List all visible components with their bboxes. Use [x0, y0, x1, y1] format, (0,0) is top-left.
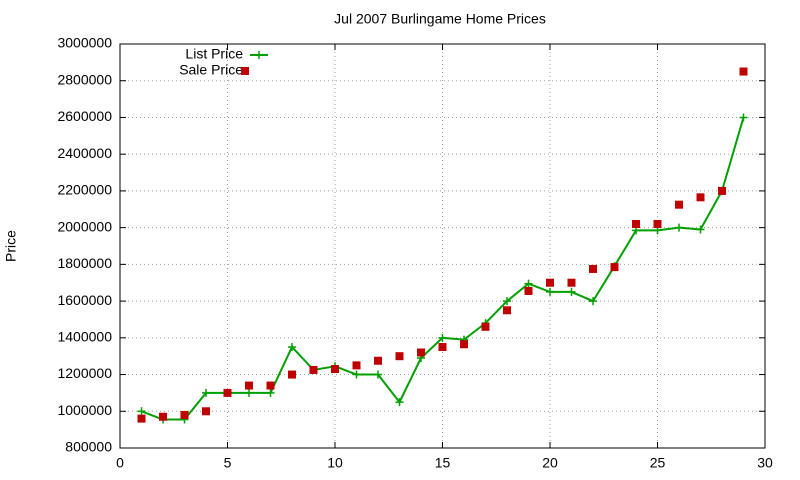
data-point — [288, 343, 296, 351]
data-point — [266, 381, 275, 390]
y-tick-label: 2000000 — [57, 218, 112, 234]
data-point — [374, 356, 382, 365]
data-point — [503, 306, 511, 315]
data-point — [266, 388, 275, 397]
y-tick-label: 2400000 — [57, 145, 112, 161]
x-tick-label: 20 — [542, 455, 558, 471]
data-point — [675, 200, 683, 209]
y-tick-label: 2800000 — [57, 71, 112, 87]
data-point — [245, 388, 253, 397]
data-point — [309, 365, 318, 374]
data-point — [331, 365, 339, 374]
x-tick-label: 15 — [435, 455, 451, 471]
legend-label: Sale Price — [179, 62, 243, 78]
y-tick-label: 3000000 — [57, 35, 112, 51]
data-point — [180, 410, 189, 419]
y-tick-label: 1800000 — [57, 255, 112, 271]
y-tick-label: 2600000 — [57, 108, 112, 124]
x-tick-label: 25 — [650, 455, 666, 471]
data-point — [481, 322, 490, 331]
data-point — [223, 388, 232, 397]
x-tick-label: 0 — [116, 455, 124, 471]
data-point — [417, 348, 425, 357]
data-point — [696, 193, 705, 202]
legend-swatch — [241, 67, 249, 75]
y-tick-label: 1600000 — [57, 292, 112, 308]
data-point — [739, 113, 748, 122]
data-point — [137, 407, 146, 416]
plot-frame — [119, 43, 766, 449]
data-point — [546, 287, 554, 296]
data-point — [589, 297, 597, 306]
data-point — [567, 278, 576, 287]
data-point — [202, 407, 210, 416]
data-point — [546, 278, 554, 287]
data-point — [567, 287, 576, 296]
data-point — [718, 186, 726, 195]
y-tick-label: 800000 — [65, 439, 112, 455]
data-point — [653, 219, 662, 228]
data-point — [352, 361, 361, 370]
data-point — [460, 340, 468, 349]
y-tick-label: 1400000 — [57, 329, 112, 345]
x-tick-label: 30 — [757, 455, 773, 471]
data-point — [589, 264, 597, 273]
legend-label: List Price — [185, 46, 243, 62]
data-point — [374, 370, 382, 379]
legend-swatch — [255, 51, 263, 59]
data-point — [438, 343, 447, 351]
data-point — [395, 398, 404, 407]
data-point — [524, 286, 533, 295]
data-point — [137, 414, 146, 423]
data-point — [352, 370, 361, 379]
data-point — [202, 388, 210, 397]
data-point — [610, 263, 619, 272]
data-point — [438, 333, 447, 342]
data-point — [696, 225, 705, 234]
data-point — [524, 279, 533, 288]
x-tick-label: 5 — [224, 455, 232, 471]
y-tick-label: 1000000 — [57, 402, 112, 418]
x-tick-label: 10 — [327, 455, 343, 471]
data-point — [288, 370, 296, 379]
data-point — [395, 352, 404, 361]
y-tick-label: 1200000 — [57, 365, 112, 381]
chart-title: Jul 2007 Burlingame Home Prices — [334, 11, 546, 27]
data-point — [632, 219, 640, 228]
data-point — [245, 381, 253, 390]
data-point — [503, 297, 511, 306]
data-point — [159, 412, 167, 421]
data-point — [739, 67, 748, 76]
data-point — [675, 223, 683, 232]
y-axis-label: Price — [3, 230, 19, 262]
y-tick-label: 2200000 — [57, 182, 112, 198]
